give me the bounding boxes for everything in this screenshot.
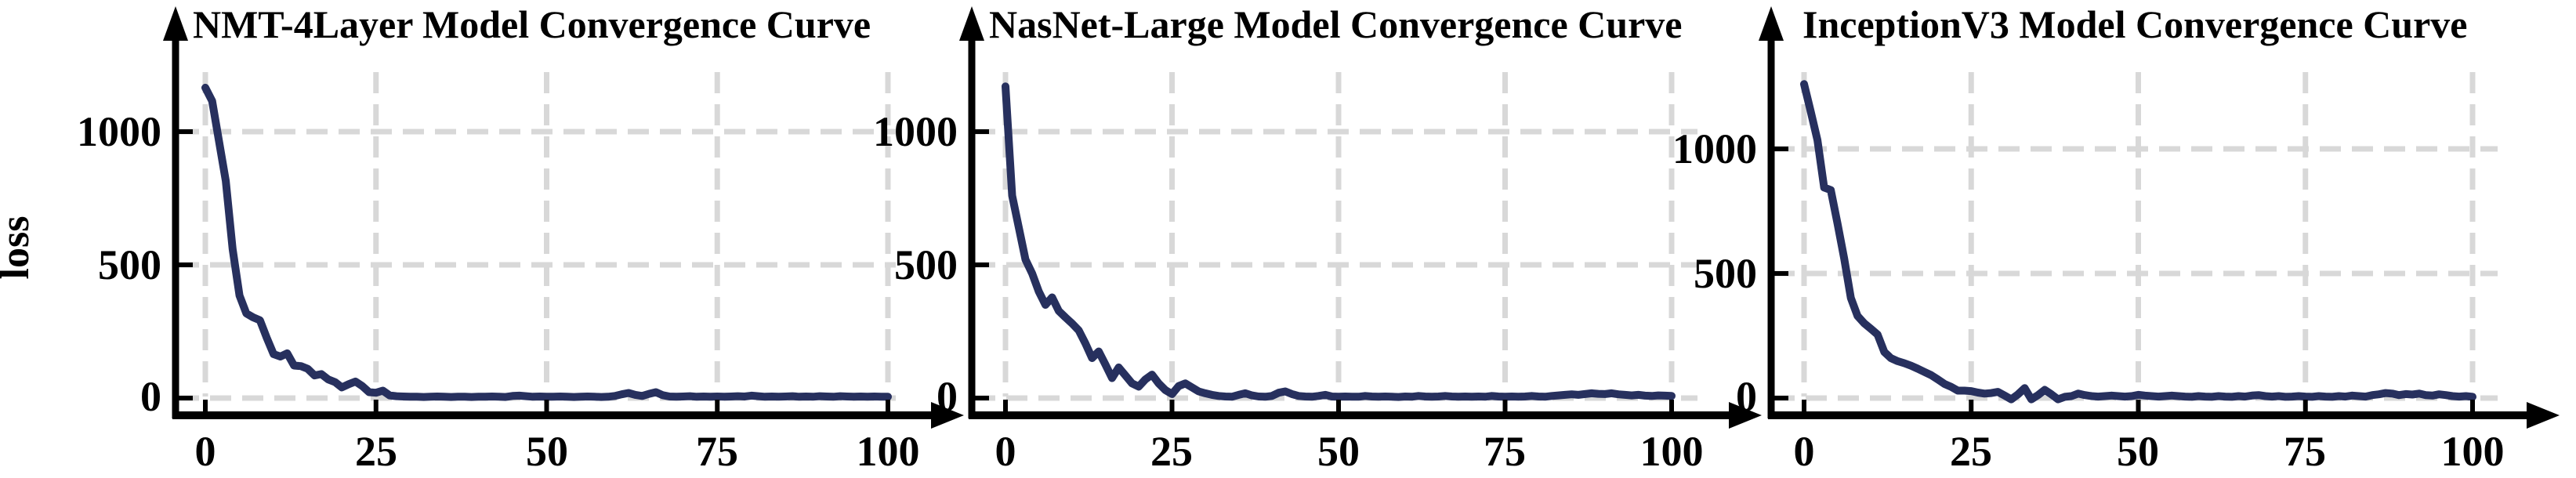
x-axis-arrow-icon [2527,402,2560,429]
y-axis-arrow-icon [1759,6,1784,41]
chart-inceptionv3 [1759,6,2560,429]
x-axis-arrow-icon [1729,402,1762,429]
x-tick-label: 75 [696,428,738,475]
y-axis-arrow-icon [959,6,984,41]
y-axis-arrow-icon [163,6,188,41]
loss-curve [1800,80,2476,404]
x-axis-arrow-icon [931,402,964,429]
chart-title: InceptionV3 Model Convergence Curve [1802,2,2468,46]
y-tick-label: 500 [1694,250,1757,297]
x-tick-label: 50 [1317,428,1360,475]
x-tick-label: 25 [1950,428,1992,475]
chart-title: NasNet-Large Model Convergence Curve [989,2,1682,46]
x-tick-label: 50 [526,428,568,475]
y-tick-label: 1000 [1672,125,1757,172]
x-tick-label: 100 [1640,428,1704,475]
chart-nmt4layer [163,6,964,429]
x-tick-label: 0 [195,428,216,475]
y-tick-label: 0 [1736,373,1757,420]
x-tick-label: 75 [1484,428,1526,475]
x-tick-label: 100 [857,428,920,475]
x-tick-label: 0 [1794,428,1815,475]
y-tick-label: 1000 [873,108,958,155]
y-axis-label: loss [0,216,38,280]
y-tick-label: 0 [937,373,958,420]
x-tick-label: 50 [2117,428,2159,475]
x-tick-label: 100 [2441,428,2505,475]
y-tick-label: 0 [140,373,161,420]
loss-curve [1002,82,1676,401]
y-tick-label: 500 [98,241,161,288]
x-tick-label: 0 [995,428,1016,475]
x-tick-label: 75 [2284,428,2326,475]
chart-title: NMT-4Layer Model Convergence Curve [193,2,871,46]
x-tick-label: 25 [355,428,397,475]
loss-curve [201,83,892,401]
x-tick-label: 25 [1150,428,1193,475]
chart-nasnet-large [959,6,1762,429]
y-tick-label: 1000 [77,108,161,155]
y-tick-label: 500 [894,241,958,288]
